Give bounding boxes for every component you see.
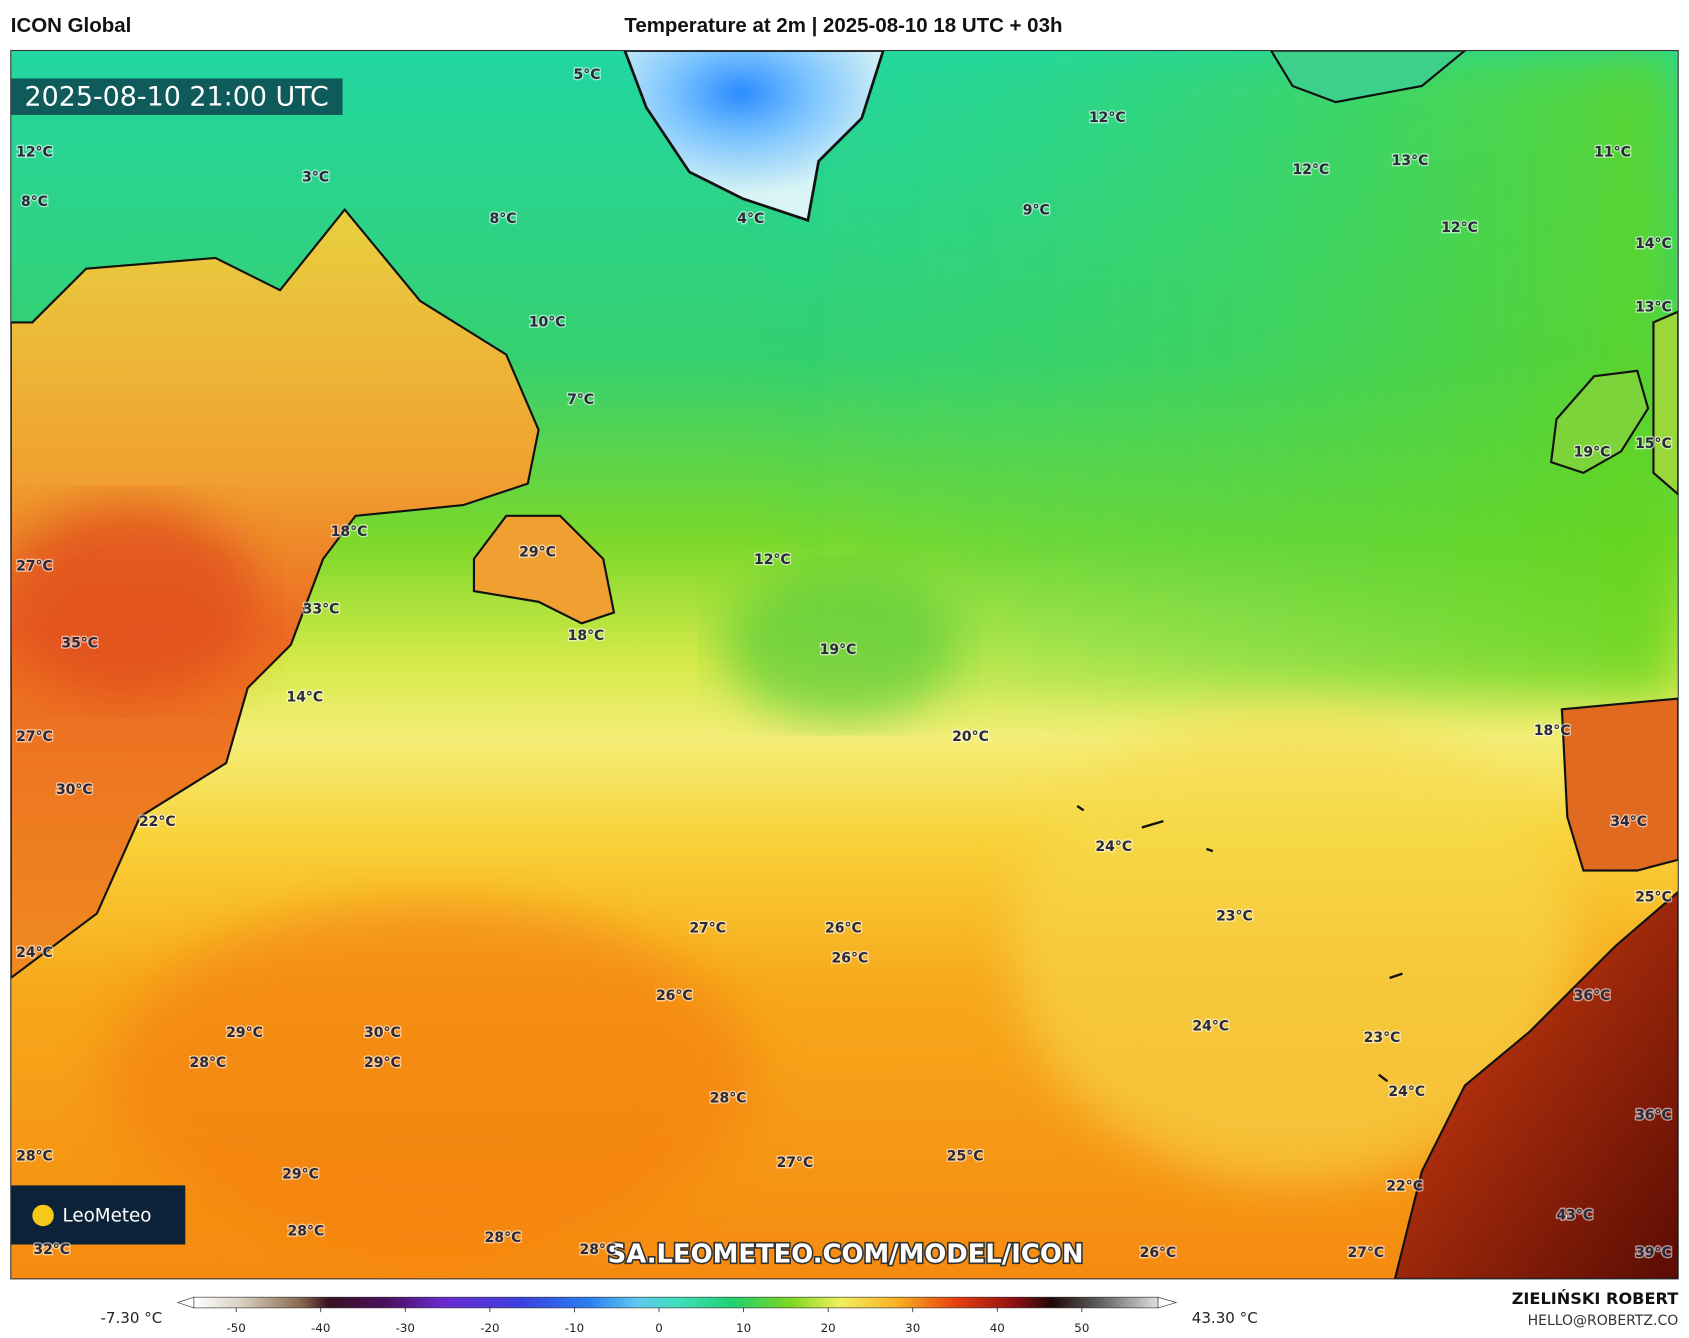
temperature-label: 28°C bbox=[16, 1148, 53, 1164]
temperature-label: 14°C bbox=[286, 689, 323, 705]
colorbar-tick-label: 50 bbox=[1074, 1321, 1089, 1335]
colorbar-tick-label: 10 bbox=[736, 1321, 751, 1335]
temperature-label: 20°C bbox=[952, 729, 989, 745]
temperature-label: 8°C bbox=[490, 211, 517, 227]
temperature-label: 30°C bbox=[364, 1025, 401, 1041]
min-label: -7.30 °C bbox=[101, 1309, 163, 1327]
temperature-label: 22°C bbox=[1386, 1178, 1423, 1194]
temperature-label: 28°C bbox=[485, 1230, 522, 1246]
temperature-label: 33°C bbox=[303, 601, 340, 617]
temperature-label: 23°C bbox=[1364, 1030, 1401, 1046]
temperature-label: 12°C bbox=[754, 552, 791, 568]
temperature-label: 12°C bbox=[1089, 110, 1126, 126]
temperature-label: 12°C bbox=[16, 145, 53, 161]
temperature-label: 26°C bbox=[825, 921, 862, 937]
temperature-label: 26°C bbox=[832, 951, 869, 967]
map: 2025-08-10 21:00 UTC LeoMeteo SA.LEOMETE… bbox=[10, 50, 1679, 1279]
colorbar-right-end bbox=[1157, 1296, 1178, 1309]
model-name: ICON Global bbox=[11, 14, 132, 37]
temperature-label: 26°C bbox=[656, 988, 693, 1004]
temperature-label: 29°C bbox=[226, 1025, 263, 1041]
temperature-label: 27°C bbox=[777, 1155, 814, 1171]
temperature-label: 11°C bbox=[1594, 145, 1631, 161]
colorbar-tick-label: 40 bbox=[990, 1321, 1005, 1335]
temperature-label: 29°C bbox=[282, 1167, 319, 1183]
temperature-label: 29°C bbox=[519, 544, 556, 560]
temperature-label: 18°C bbox=[568, 628, 605, 644]
temperature-label: 12°C bbox=[1293, 162, 1330, 178]
temperature-label: 15°C bbox=[1635, 436, 1672, 452]
temperature-label: 28°C bbox=[579, 1242, 616, 1258]
temperature-label: 4°C bbox=[737, 211, 764, 227]
colorbar-tick-label: -30 bbox=[396, 1321, 415, 1335]
temperature-label: 24°C bbox=[1388, 1084, 1425, 1100]
temperature-label: 9°C bbox=[1023, 203, 1050, 219]
max-label: 43.30 °C bbox=[1192, 1309, 1258, 1327]
colorbar-tick-label: 20 bbox=[821, 1321, 836, 1335]
temperature-label: 28°C bbox=[190, 1055, 227, 1071]
temperature-label: 27°C bbox=[689, 921, 726, 937]
temperature-label: 24°C bbox=[1095, 839, 1132, 855]
temperature-label: 27°C bbox=[16, 558, 53, 574]
temperature-label: 7°C bbox=[567, 392, 594, 408]
temperature-label: 24°C bbox=[16, 945, 53, 961]
temperature-label: 24°C bbox=[1192, 1018, 1229, 1034]
temperature-label: 39°C bbox=[1635, 1245, 1672, 1261]
temperature-label: 28°C bbox=[710, 1090, 747, 1106]
temperature-label: 3°C bbox=[302, 169, 329, 185]
temperature-label: 8°C bbox=[21, 194, 48, 210]
temperature-label: 25°C bbox=[947, 1148, 984, 1164]
temperature-label: 34°C bbox=[1610, 814, 1647, 830]
temperature-label: 43°C bbox=[1556, 1207, 1593, 1223]
temperature-label: 10°C bbox=[529, 314, 566, 330]
temperature-label: 36°C bbox=[1635, 1108, 1672, 1124]
temperature-label: 13°C bbox=[1392, 153, 1429, 169]
temperature-label: 18°C bbox=[331, 524, 368, 540]
colorbar-tick-label: 0 bbox=[655, 1321, 663, 1335]
temperature-label: 19°C bbox=[1574, 444, 1611, 460]
temperature-label: 22°C bbox=[139, 814, 176, 830]
colorbar-tick-label: -50 bbox=[226, 1321, 245, 1335]
author: ZIELIŃSKI ROBERT bbox=[1512, 1289, 1679, 1308]
temperature-label: 13°C bbox=[1635, 299, 1672, 315]
temperature-label: 23°C bbox=[1216, 909, 1253, 925]
temperature-labels: 5°C 12°C 8°C 3°C 8°C 4°C 9°C 12°C 12°C 13°C 11°C 12… bbox=[15, 66, 1673, 1263]
temperature-label: 18°C bbox=[1534, 723, 1571, 739]
map-title: Temperature at 2m | 2025-08-10 18 UTC + … bbox=[624, 14, 1062, 37]
valid-time: 2025-08-10 21:00 UTC bbox=[24, 81, 328, 112]
colorbar-left-end bbox=[176, 1296, 195, 1309]
temperature-label: 5°C bbox=[574, 67, 601, 83]
temperature-label: 19°C bbox=[820, 642, 857, 658]
colorbar: -7.30 °C 43.30 °C -50 -40 -30 -20 -10 0 10 20 30… bbox=[101, 1296, 1258, 1335]
colorbar-tick-label: -20 bbox=[480, 1321, 499, 1335]
temperature-label: 36°C bbox=[1574, 988, 1611, 1004]
temperature-label: 29°C bbox=[364, 1055, 401, 1071]
temperature-label: 26°C bbox=[1140, 1245, 1177, 1261]
temperature-label: 14°C bbox=[1635, 236, 1672, 252]
colorbar-tick-label: -10 bbox=[565, 1321, 584, 1335]
temperature-label: 35°C bbox=[61, 636, 98, 652]
temperature-label: 27°C bbox=[16, 729, 53, 745]
colorbar-tick-label: 30 bbox=[905, 1321, 920, 1335]
temperature-label: 27°C bbox=[1347, 1245, 1384, 1261]
temperature-label: 25°C bbox=[1635, 889, 1672, 905]
temperature-label: 12°C bbox=[1441, 220, 1478, 236]
watermark: SA.LEOMETEO.COM/MODEL/ICON bbox=[608, 1240, 1084, 1270]
temperature-label: 28°C bbox=[288, 1224, 325, 1240]
temperature-label: 32°C bbox=[33, 1242, 70, 1258]
temperature-label: 30°C bbox=[56, 782, 93, 798]
colorbar-ramp bbox=[193, 1296, 1159, 1309]
logo: LeoMeteo bbox=[62, 1206, 151, 1227]
email: HELLO@ROBERTZ.CO bbox=[1528, 1313, 1679, 1329]
colorbar-tick-label: -40 bbox=[311, 1321, 330, 1335]
